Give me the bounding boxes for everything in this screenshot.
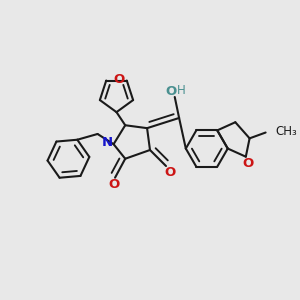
Text: O: O [242,157,254,169]
Text: H: H [177,84,185,97]
Text: CH₃: CH₃ [276,124,298,138]
Text: O: O [108,178,119,190]
Text: O: O [164,166,175,179]
Text: O: O [113,73,124,85]
Text: N: N [102,136,113,149]
Text: O: O [166,85,177,98]
